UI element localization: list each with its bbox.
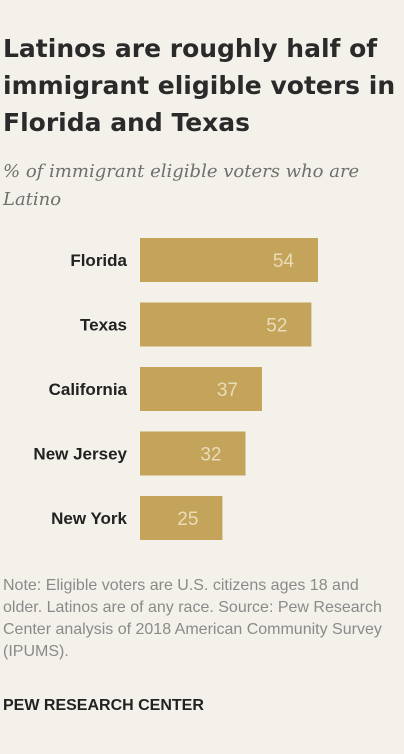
bar-new-jersey — [140, 431, 246, 476]
bar-california — [140, 367, 262, 411]
value-label: 54 — [273, 251, 295, 272]
note-text: Note: Eligible voters are U.S. citizens … — [3, 577, 359, 616]
bar-new-york — [140, 496, 223, 540]
category-label: California — [49, 380, 128, 399]
value-label: 37 — [217, 380, 238, 401]
value-label: 25 — [177, 509, 198, 530]
bar-chart: Florida 54 Texas 52 California 37 New Jersey 32… — [33, 238, 318, 540]
value-label: 52 — [266, 316, 287, 337]
bar-texas — [140, 302, 312, 347]
category-label: Florida — [70, 251, 127, 270]
value-label: 32 — [200, 445, 221, 466]
source-text: Source: Pew Research Center analysis of … — [3, 599, 382, 660]
bar-florida — [140, 238, 318, 282]
category-label: New York — [51, 509, 127, 528]
category-label: Texas — [80, 316, 127, 335]
source-organization: PEW RESEARCH CENTER — [3, 697, 204, 714]
chart-note: Note: Eligible voters are U.S. citizens … — [3, 575, 401, 663]
category-label: New Jersey — [33, 445, 127, 464]
chart-title: Latinos are roughly half of immigrant el… — [3, 34, 396, 137]
chart-subtitle: % of immigrant eligible voters who are L… — [3, 161, 360, 210]
